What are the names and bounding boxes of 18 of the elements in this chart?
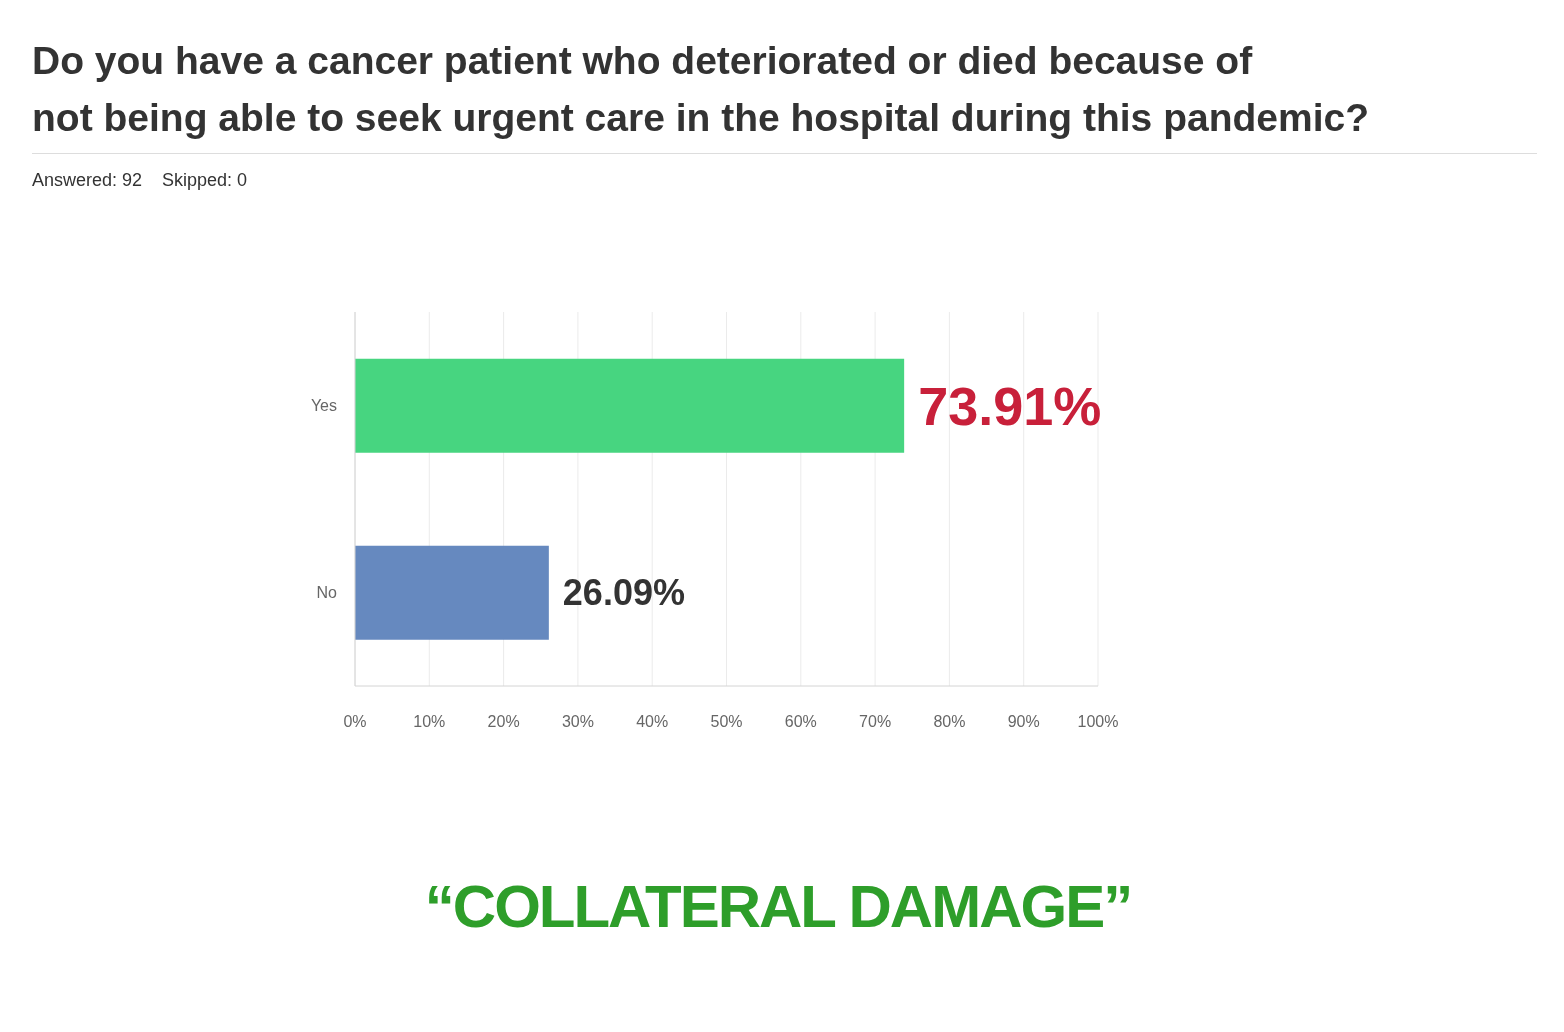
text: “COLLATERAL DAMAGE” [423, 872, 1133, 942]
x-tick-label: 70% [859, 713, 892, 731]
x-tick-label: 40% [636, 713, 669, 731]
x-tick-label: 90% [1007, 713, 1040, 731]
x-tick-label: 0% [343, 713, 367, 731]
x-tick-label: 50% [710, 713, 743, 731]
data-label: 73.91% [918, 375, 1102, 436]
x-tick-label: 80% [933, 713, 966, 731]
x-tick-label: 30% [561, 713, 594, 731]
x-tick-label: 60% [784, 713, 817, 731]
data-label: 26.09% [562, 572, 685, 614]
x-tick-label: 100% [1077, 713, 1119, 731]
chart-title: Do you have a cancer patient who deteriorated or died because of not being able to seek urgent care in the hospital during this pandemic? [32, 38, 1370, 141]
x-tick-label: 10% [413, 713, 446, 731]
y-tick-label: No [316, 584, 338, 602]
x-tick-label: 20% [487, 713, 520, 731]
y-tick-label: Yes [310, 397, 337, 415]
text: Answered: 92 Skipped: 0 [32, 169, 248, 191]
